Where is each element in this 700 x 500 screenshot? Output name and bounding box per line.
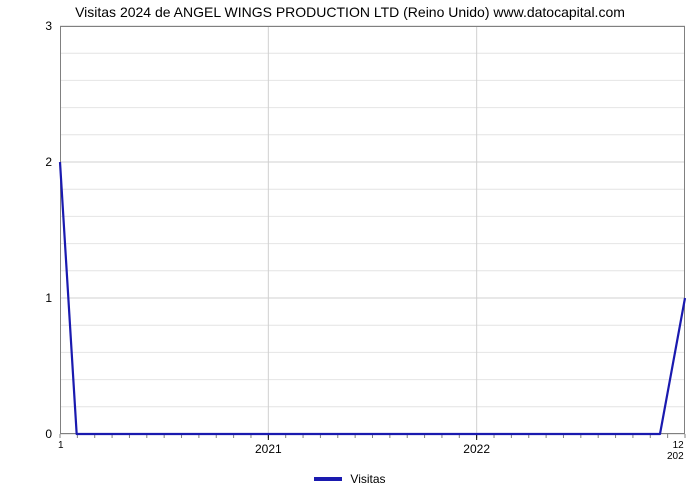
legend-item: Visitas: [314, 472, 385, 486]
plot-area: [60, 26, 685, 434]
y-tick-label: 2: [32, 155, 52, 169]
legend-swatch: [314, 477, 342, 481]
x-tick-label: 2021: [255, 442, 282, 456]
chart-container: Visitas 2024 de ANGEL WINGS PRODUCTION L…: [0, 0, 700, 500]
y-tick-label: 1: [32, 291, 52, 305]
x-axis-right-sublabel: 12 202: [667, 440, 684, 462]
y-tick-label: 3: [32, 19, 52, 33]
x-axis-right-sublabel-a: 12: [673, 440, 684, 451]
chart-title: Visitas 2024 de ANGEL WINGS PRODUCTION L…: [0, 4, 700, 20]
y-tick-label: 0: [32, 427, 52, 441]
x-tick-label: 2022: [463, 442, 490, 456]
plot-svg: [60, 26, 685, 454]
legend-label: Visitas: [350, 472, 385, 486]
x-axis-right-sublabel-b: 202: [667, 451, 684, 462]
legend: Visitas: [0, 470, 700, 486]
x-axis-left-sublabel: 1: [58, 440, 64, 451]
